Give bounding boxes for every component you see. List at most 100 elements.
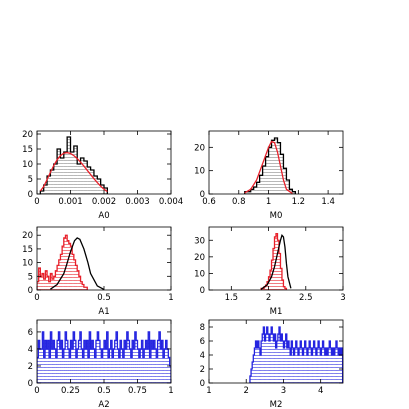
y-tick-label: 6: [200, 337, 205, 347]
histogram-bin: [164, 348, 166, 383]
histogram-bin: [126, 331, 129, 383]
histogram-bin: [40, 191, 44, 194]
histogram-bin: [306, 355, 309, 383]
y-tick-label: 15: [22, 245, 33, 255]
histogram-bin: [335, 341, 338, 383]
histogram-bin: [299, 348, 301, 383]
y-tick-label: 0: [200, 190, 205, 200]
histogram-bin: [277, 240, 279, 290]
histogram-bin: [69, 357, 71, 383]
y-tick-label: 4: [28, 345, 33, 355]
y-tick-label: 4: [200, 351, 205, 361]
x-tick-label: 1.2: [292, 197, 306, 207]
histogram-bin: [68, 243, 71, 290]
histogram-bin: [50, 331, 52, 383]
y-tick-label: 0: [28, 286, 33, 296]
y-tick-label: 10: [22, 259, 33, 269]
histogram-bin: [60, 158, 64, 194]
histogram-bin: [280, 268, 282, 290]
histogram-bin: [290, 355, 292, 383]
fit-curve: [50, 237, 105, 290]
histogram-bin: [284, 288, 287, 290]
histogram-bin: [313, 341, 315, 383]
histogram-bin: [154, 348, 157, 383]
histogram-bin: [108, 357, 110, 383]
histogram-bin: [97, 179, 101, 194]
histogram-bin: [113, 348, 115, 383]
y-tick-label: 10: [194, 167, 205, 177]
histogram-bin: [334, 348, 336, 383]
histogram-bin: [128, 340, 130, 383]
histogram-bin: [43, 357, 46, 383]
histogram-bin: [48, 281, 51, 290]
histogram-bin: [273, 341, 275, 383]
plot-area: [249, 326, 343, 383]
histogram-bin: [117, 348, 119, 383]
histogram-bin: [50, 273, 53, 290]
histogram-bin: [87, 357, 90, 383]
histogram-bin: [256, 182, 260, 194]
histogram-bin: [301, 348, 303, 383]
histogram-bin: [95, 340, 98, 383]
histogram-bin: [316, 348, 319, 383]
histogram-bin: [63, 237, 66, 290]
histogram-bin: [70, 340, 72, 383]
histogram-bin: [304, 341, 306, 383]
histogram-bin: [122, 357, 125, 383]
histogram-bin: [153, 340, 155, 383]
histogram-bin: [168, 357, 170, 383]
histogram-bin: [302, 355, 304, 383]
histogram-bin: [293, 355, 295, 383]
histogram-bin: [295, 341, 297, 383]
histogram-bin: [106, 331, 109, 383]
histogram-bin: [303, 348, 305, 383]
histogram-bin: [105, 348, 107, 383]
histogram-bin: [71, 348, 74, 383]
x-tick-label: 0.6: [202, 197, 216, 207]
histogram-outline: [37, 331, 171, 383]
histogram-bin: [158, 331, 161, 383]
histogram-bin: [53, 340, 55, 383]
histogram-bin: [121, 348, 123, 383]
histogram-bin: [99, 348, 102, 383]
x-tick-label: 1: [168, 293, 173, 303]
y-tick-label: 10: [194, 269, 205, 279]
histogram-bin: [277, 142, 281, 194]
histogram-bin: [264, 286, 266, 290]
histogram-bin: [328, 348, 330, 383]
histogram-bin: [244, 191, 248, 194]
histogram-bin: [53, 164, 58, 194]
x-axis-label: M2: [270, 400, 283, 409]
histogram-bin: [265, 285, 268, 290]
y-tick-label: 10: [22, 160, 33, 170]
histogram-bin: [74, 340, 76, 383]
histogram-bin: [286, 180, 290, 194]
histogram-bin: [311, 355, 313, 383]
x-tick-label: 1: [168, 386, 173, 396]
histogram-bin: [136, 340, 138, 383]
histogram-bin: [65, 235, 68, 290]
histogram-bin: [116, 331, 118, 383]
histogram-bin: [46, 348, 48, 383]
x-tick-label: 0.5: [97, 293, 111, 303]
histogram-bin: [305, 348, 307, 383]
histogram-bin: [283, 168, 287, 194]
histogram-bin: [73, 146, 78, 194]
panel-m2: 1 2 3 4 0 2 4 6 8 M2: [200, 319, 344, 409]
histogram-bin: [78, 276, 81, 290]
x-tick-label: 1: [266, 197, 271, 207]
histogram-bin: [289, 348, 291, 383]
histogram-bin: [319, 348, 321, 383]
x-tick-label: 0: [34, 386, 39, 396]
histogram-bin: [42, 331, 44, 383]
histogram-bin: [142, 357, 145, 383]
x-axis-label: A1: [98, 307, 109, 317]
histogram-bin: [82, 357, 84, 383]
histogram-bin: [102, 348, 104, 383]
x-tick-label: 3: [340, 293, 345, 303]
histogram-bin: [149, 357, 151, 383]
histogram-bin: [66, 340, 68, 383]
histogram-bin: [62, 246, 64, 290]
